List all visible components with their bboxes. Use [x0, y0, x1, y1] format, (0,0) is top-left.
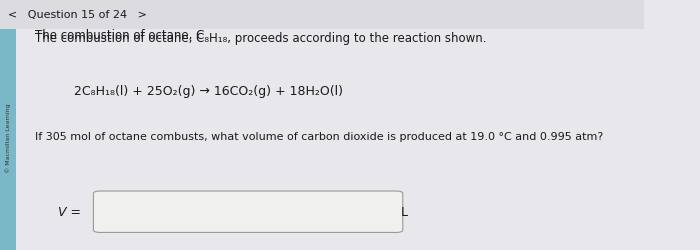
Text: The combustion of octane, C: The combustion of octane, C — [36, 29, 205, 42]
Text: L: L — [401, 205, 408, 218]
Text: <   Question 15 of 24   >: < Question 15 of 24 > — [8, 10, 146, 20]
Bar — [0, 30, 645, 250]
Text: © Macmillan Learning: © Macmillan Learning — [5, 103, 11, 172]
Text: 2C₈H₁₈(l) + 25O₂(g) → 16CO₂(g) + 18H₂O(l): 2C₈H₁₈(l) + 25O₂(g) → 16CO₂(g) + 18H₂O(l… — [74, 85, 343, 98]
Bar — [0, 0, 645, 30]
Text: The combustion of octane, C₈H₁₈, proceeds according to the reaction shown.: The combustion of octane, C₈H₁₈, proceed… — [36, 32, 487, 45]
Text: V =: V = — [58, 205, 81, 218]
Bar — [0, 30, 16, 250]
Text: If 305 mol of octane combusts, what volume of carbon dioxide is produced at 19.0: If 305 mol of octane combusts, what volu… — [36, 131, 603, 141]
FancyBboxPatch shape — [93, 191, 402, 232]
